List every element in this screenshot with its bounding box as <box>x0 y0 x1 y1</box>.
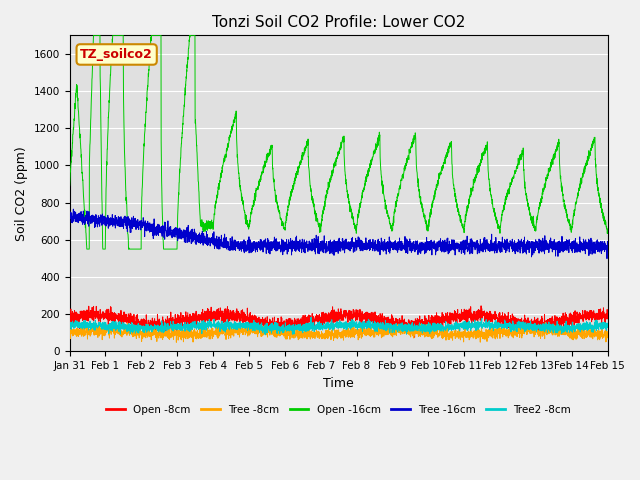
Text: TZ_soilco2: TZ_soilco2 <box>80 48 153 61</box>
Y-axis label: Soil CO2 (ppm): Soil CO2 (ppm) <box>15 146 28 240</box>
Title: Tonzi Soil CO2 Profile: Lower CO2: Tonzi Soil CO2 Profile: Lower CO2 <box>212 15 465 30</box>
X-axis label: Time: Time <box>323 377 354 390</box>
Legend: Open -8cm, Tree -8cm, Open -16cm, Tree -16cm, Tree2 -8cm: Open -8cm, Tree -8cm, Open -16cm, Tree -… <box>102 401 575 419</box>
